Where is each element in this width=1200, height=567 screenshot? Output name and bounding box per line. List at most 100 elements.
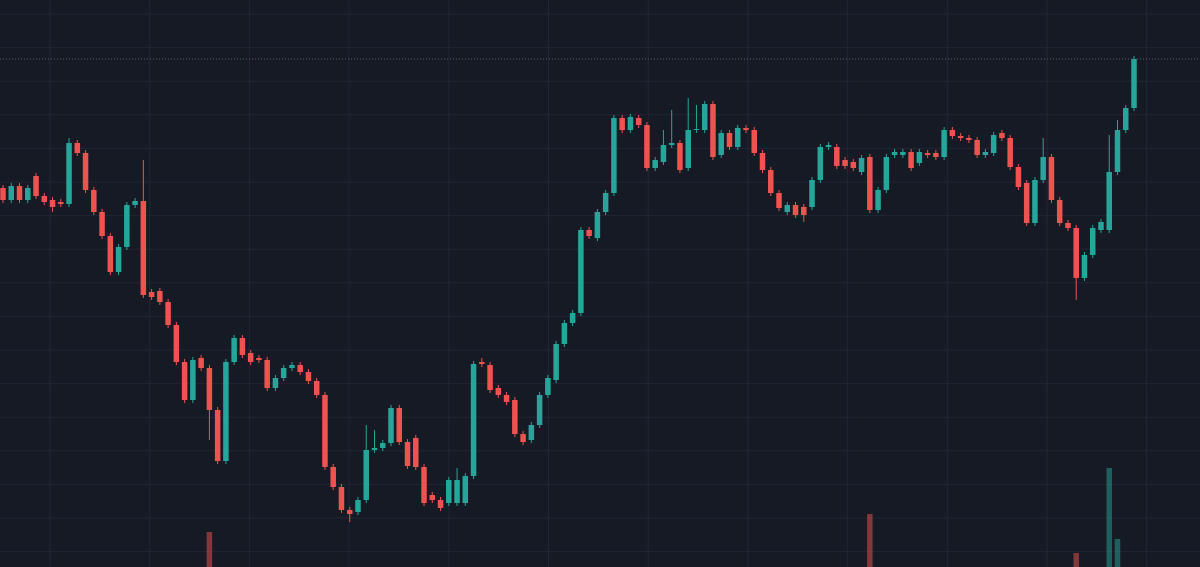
candle-body (404, 442, 411, 466)
candle-body (668, 143, 675, 145)
candle-body (734, 128, 741, 147)
candle-body (619, 118, 625, 130)
candle-body (355, 500, 361, 512)
candle-body (974, 140, 980, 155)
candle-body (223, 362, 229, 461)
candle-body (190, 360, 196, 400)
candle-body (140, 201, 147, 295)
candle-body (132, 201, 138, 205)
candle-body (652, 160, 658, 168)
candle-body (25, 188, 31, 200)
candle-body (1048, 157, 1055, 200)
candle-body (792, 205, 799, 215)
candle-body (536, 395, 543, 425)
candle-body (388, 408, 394, 443)
candle-body (966, 138, 972, 140)
candle-body (957, 136, 964, 138)
candle-body (305, 372, 312, 381)
candle-body (503, 395, 510, 402)
candle-body (627, 117, 634, 130)
candle-body (157, 291, 163, 302)
candle-body (867, 157, 873, 210)
candle-body (470, 364, 477, 476)
candle-body (644, 125, 650, 168)
candle-body (1081, 255, 1088, 278)
candle-body (1089, 228, 1096, 255)
candle-body (1098, 222, 1104, 230)
candle-body (809, 180, 815, 207)
candle-body (66, 143, 72, 204)
volume-bar (1106, 468, 1112, 567)
candle-body (256, 358, 262, 360)
candle-body (239, 338, 246, 355)
candle-body (1007, 138, 1013, 167)
candle-body (569, 313, 576, 323)
candle-body (231, 338, 237, 362)
candle-body (1056, 200, 1063, 223)
candle-body (107, 236, 114, 272)
candle-body (1023, 183, 1030, 223)
candle-body (429, 495, 436, 500)
candle-body (825, 145, 832, 147)
candle-body (677, 143, 683, 170)
candle-body (1114, 130, 1121, 172)
candle-body (82, 153, 89, 190)
candle-body (99, 212, 105, 236)
candle-body (908, 152, 914, 168)
candle-body (1122, 108, 1129, 130)
candle-body (512, 400, 518, 434)
candle-body (1131, 59, 1137, 108)
candle-body (834, 147, 840, 166)
candle-body (148, 292, 155, 297)
candle-body (883, 157, 890, 190)
candle-body (999, 133, 1005, 138)
volume-pane (206, 468, 1121, 567)
candle-body (990, 135, 997, 153)
candle-body (396, 408, 403, 442)
candle-body (479, 362, 485, 364)
candle-body (776, 193, 782, 208)
candle-body (586, 230, 592, 236)
candle-body (16, 186, 23, 200)
candles (0, 56, 1137, 522)
candle-body (751, 130, 757, 153)
candle-body (685, 130, 691, 168)
volume-bar (206, 532, 213, 567)
candle-body (338, 487, 345, 510)
candle-body (487, 365, 493, 390)
candle-body (924, 153, 931, 155)
candle-body (594, 212, 601, 238)
candle-body (850, 162, 857, 168)
candle-body (289, 365, 295, 368)
candle-body (1040, 157, 1046, 180)
candle-body (173, 325, 180, 362)
candle-body (247, 353, 254, 362)
candle-body (561, 323, 568, 344)
candle-body (41, 196, 48, 202)
candle-body (949, 130, 956, 136)
candle-body (280, 368, 287, 378)
candle-body (1073, 228, 1079, 278)
candle-body (693, 129, 700, 130)
candle-body (726, 133, 733, 147)
candle-body (817, 147, 824, 180)
volume-bar (1114, 539, 1121, 567)
candle-body (858, 158, 865, 172)
candle-body (124, 205, 130, 247)
candle-body (181, 362, 188, 400)
candle-body (49, 200, 56, 207)
volume-bar (867, 514, 873, 567)
candle-body (313, 381, 320, 395)
candle-body (660, 145, 667, 162)
candle-body (346, 510, 353, 514)
candle-body (1015, 167, 1022, 187)
candle-body (165, 302, 171, 325)
candle-body (413, 438, 419, 467)
candle-body (421, 467, 427, 503)
candle-body (875, 190, 881, 210)
candle-body (297, 365, 303, 372)
candle-body (801, 207, 807, 215)
